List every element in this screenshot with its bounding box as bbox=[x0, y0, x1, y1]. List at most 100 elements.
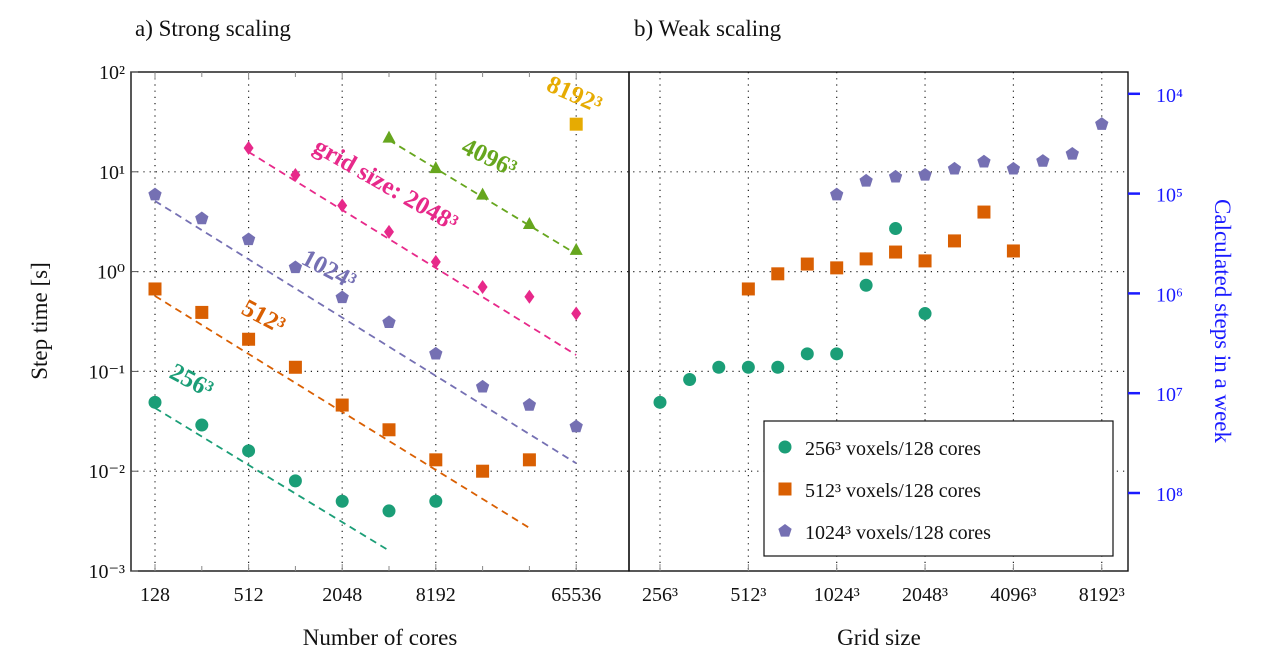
data-point-square bbox=[889, 245, 903, 259]
data-point-pentagon bbox=[522, 398, 537, 411]
right-y-tick-label: 10⁶ bbox=[1156, 284, 1183, 306]
data-point-circle bbox=[288, 474, 302, 488]
data-point-circle bbox=[800, 347, 814, 361]
left-panel-title: a) Strong scaling bbox=[135, 16, 291, 41]
right-x-axis-label: Grid size bbox=[837, 625, 921, 650]
data-point-circle bbox=[918, 307, 932, 321]
y-axis-label: Step time [s] bbox=[27, 262, 52, 380]
data-point-pentagon bbox=[475, 379, 490, 393]
series-annotation: 256³ bbox=[165, 358, 217, 403]
data-point-pentagon bbox=[1095, 117, 1109, 130]
data-point-square bbox=[569, 117, 583, 131]
data-point-circle bbox=[859, 278, 873, 292]
series-annotation: 1024³ bbox=[297, 244, 360, 295]
data-point-square bbox=[800, 257, 814, 271]
data-point-square bbox=[522, 453, 536, 467]
data-point-pentagon bbox=[195, 211, 209, 225]
x-tick-label: 65536 bbox=[551, 584, 601, 606]
data-point-diamond bbox=[243, 141, 254, 156]
legend-box bbox=[763, 420, 1114, 557]
data-point-square bbox=[741, 282, 755, 296]
y-tick-label: 10⁰ bbox=[97, 262, 125, 284]
data-point-diamond bbox=[384, 224, 394, 239]
x-tick-label: 128 bbox=[140, 584, 170, 606]
data-point-pentagon bbox=[1036, 154, 1050, 167]
legend-label: 256³ voxels/128 cores bbox=[805, 438, 981, 460]
data-point-square bbox=[859, 252, 873, 266]
x-tick-label: 8192³ bbox=[1079, 584, 1125, 606]
legend: 256³ voxels/128 cores 512³ voxels/128 cor… bbox=[763, 420, 1114, 557]
data-point-circle bbox=[195, 418, 209, 432]
legend-marker-pentagon bbox=[778, 524, 792, 537]
data-point-circle bbox=[148, 395, 162, 409]
data-point-square bbox=[771, 267, 785, 281]
data-point-triangle bbox=[476, 187, 490, 200]
data-point-pentagon bbox=[977, 154, 991, 168]
x-tick-label: 1024³ bbox=[814, 584, 860, 606]
data-point-diamond bbox=[290, 167, 301, 182]
data-point-pentagon bbox=[947, 161, 962, 175]
data-point-circle bbox=[242, 444, 256, 458]
data-point-pentagon bbox=[241, 232, 256, 246]
data-point-diamond bbox=[337, 198, 348, 213]
legend-label: 1024³ voxels/128 cores bbox=[805, 522, 991, 544]
data-point-pentagon bbox=[1006, 161, 1021, 175]
right-panel-title: b) Weak scaling bbox=[634, 16, 782, 41]
data-point-diamond bbox=[524, 289, 535, 304]
y-tick-label: 10⁻³ bbox=[88, 561, 125, 583]
data-point-square bbox=[1006, 244, 1020, 258]
data-point-circle bbox=[683, 372, 697, 386]
ideal-scaling-line bbox=[248, 151, 577, 356]
data-point-square bbox=[195, 305, 209, 319]
series-annotation: 8192³ bbox=[543, 71, 607, 119]
data-point-triangle bbox=[522, 216, 536, 229]
right-plot-frame bbox=[628, 71, 1129, 572]
data-point-circle bbox=[712, 360, 726, 374]
legend-marker-circle bbox=[778, 440, 792, 454]
data-point-circle bbox=[741, 360, 755, 374]
x-tick-label: 2048³ bbox=[902, 584, 948, 606]
data-point-pentagon bbox=[429, 346, 443, 360]
data-point-triangle bbox=[569, 242, 583, 255]
data-point-circle bbox=[830, 347, 844, 361]
data-point-square bbox=[382, 423, 396, 437]
data-point-square bbox=[335, 398, 349, 412]
data-point-circle bbox=[335, 494, 349, 508]
data-point-square bbox=[947, 234, 961, 248]
x-tick-label: 2048 bbox=[322, 584, 362, 606]
data-point-triangle bbox=[382, 130, 396, 143]
x-tick-label: 512 bbox=[234, 584, 264, 606]
right-y-tick-label: 10⁸ bbox=[1156, 484, 1183, 506]
data-point-square bbox=[288, 360, 302, 374]
data-point-circle bbox=[771, 360, 785, 374]
data-point-square bbox=[148, 282, 162, 296]
y-tick-label: 10⁻¹ bbox=[88, 361, 125, 383]
data-point-circle bbox=[653, 395, 667, 409]
x-tick-label: 256³ bbox=[642, 584, 678, 606]
ideal-scaling-line bbox=[154, 200, 577, 465]
data-point-pentagon bbox=[335, 290, 349, 304]
data-point-pentagon bbox=[288, 260, 303, 274]
data-point-circle bbox=[382, 504, 396, 518]
data-point-diamond bbox=[430, 254, 441, 269]
x-tick-label: 4096³ bbox=[990, 584, 1036, 606]
data-point-square bbox=[830, 261, 844, 275]
right-y-axis-label: Calculated steps in a week bbox=[1210, 199, 1235, 443]
data-point-square bbox=[476, 464, 490, 478]
ideal-scaling-line bbox=[154, 407, 390, 552]
data-point-pentagon bbox=[918, 167, 932, 181]
data-point-pentagon bbox=[888, 169, 903, 183]
right-y-tick-label: 10⁷ bbox=[1156, 384, 1183, 406]
series-annotation: 512³ bbox=[237, 294, 289, 339]
data-point-pentagon bbox=[1065, 146, 1079, 160]
data-point-pentagon bbox=[382, 315, 396, 329]
data-point-circle bbox=[889, 222, 903, 236]
x-tick-label: 8192 bbox=[416, 584, 456, 606]
series-annotation: 4096³ bbox=[457, 133, 521, 182]
data-point-pentagon bbox=[148, 187, 162, 201]
data-point-pentagon bbox=[569, 419, 583, 433]
data-point-circle bbox=[429, 494, 443, 508]
y-tick-label: 10² bbox=[99, 62, 125, 84]
data-point-square bbox=[242, 332, 256, 346]
